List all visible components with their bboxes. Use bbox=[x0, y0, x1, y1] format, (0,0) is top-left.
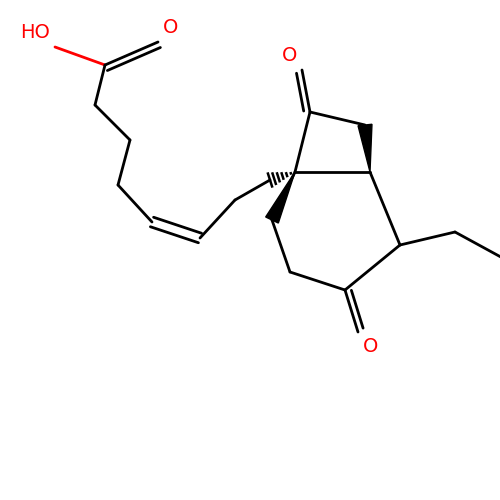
Polygon shape bbox=[358, 124, 372, 172]
Text: O: O bbox=[163, 18, 178, 37]
Polygon shape bbox=[266, 172, 295, 223]
Text: O: O bbox=[282, 46, 297, 65]
Text: O: O bbox=[363, 337, 378, 356]
Text: HO: HO bbox=[20, 23, 50, 42]
